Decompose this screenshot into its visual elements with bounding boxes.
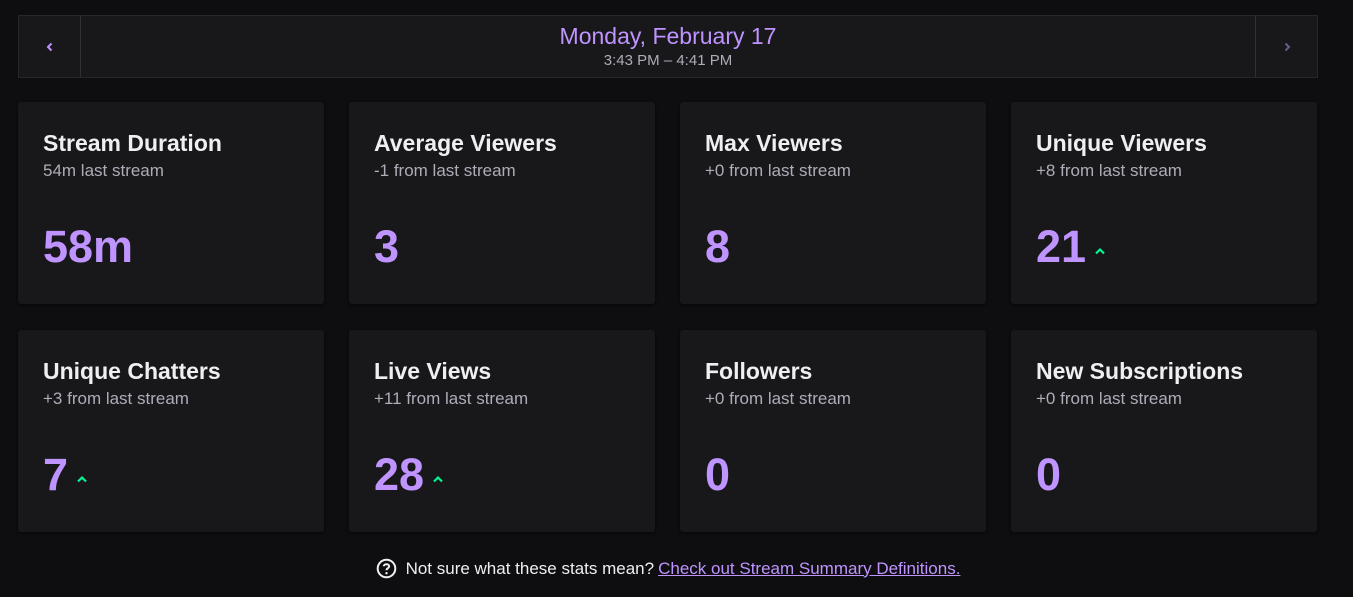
date-navigator: Monday, February 17 3:43 PM – 4:41 PM [18, 15, 1318, 78]
stat-card-unique-chatters: Unique Chatters +3 from last stream 7 [18, 330, 324, 532]
stat-value: 3 [374, 221, 400, 272]
stat-card-followers: Followers +0 from last stream 0 [680, 330, 986, 532]
next-stream-button[interactable] [1255, 16, 1317, 77]
stat-value: 8 [705, 221, 731, 272]
stat-value: 21 [1036, 221, 1087, 272]
stat-comparison: +0 from last stream [705, 389, 851, 408]
date-header: Monday, February 17 3:43 PM – 4:41 PM [81, 16, 1255, 77]
stat-card-unique-viewers: Unique Viewers +8 from last stream 21 [1011, 102, 1317, 304]
stat-comparison: +3 from last stream [43, 389, 189, 408]
stat-title: Stream Duration [43, 130, 222, 156]
stat-title: Unique Viewers [1036, 130, 1207, 156]
trend-up-icon [1095, 247, 1105, 255]
help-circle-icon [376, 558, 396, 579]
stat-title: Followers [705, 358, 813, 384]
trend-up-icon [433, 475, 443, 483]
definitions-link[interactable]: Check out Stream Summary Definitions. [658, 558, 961, 578]
stat-card-live-views: Live Views +11 from last stream 28 [349, 330, 655, 532]
stat-comparison: +0 from last stream [1036, 389, 1182, 408]
stat-value: 28 [374, 449, 425, 500]
stream-time-range: 3:43 PM – 4:41 PM [603, 52, 733, 69]
help-question-text: Not sure what these stats mean? [405, 558, 655, 578]
stat-comparison: 54m last stream [43, 161, 164, 180]
stat-title: Average Viewers [374, 130, 557, 156]
stat-title: Live Views [374, 358, 492, 384]
stat-value: 7 [43, 449, 69, 500]
stat-comparison: -1 from last stream [374, 161, 516, 180]
stat-card-max-viewers: Max Viewers +0 from last stream 8 [680, 102, 986, 304]
stat-title: Max Viewers [705, 130, 843, 156]
stat-value: 58m [43, 221, 134, 272]
stat-card-new-subscriptions: New Subscriptions +0 from last stream 0 [1011, 330, 1317, 532]
stat-comparison: +8 from last stream [1036, 161, 1182, 180]
stat-card-stream-duration: Stream Duration 54m last stream 58m [18, 102, 324, 304]
chevron-right-icon [1284, 42, 1290, 51]
stat-card-average-viewers: Average Viewers -1 from last stream 3 [349, 102, 655, 304]
stat-value: 0 [705, 449, 731, 500]
stat-comparison: +0 from last stream [705, 161, 851, 180]
stats-help-footer: Not sure what these stats mean? Check ou… [0, 558, 1336, 579]
stat-title: Unique Chatters [43, 358, 221, 384]
stream-date: Monday, February 17 [559, 23, 777, 49]
chevron-left-icon [46, 42, 52, 51]
trend-up-icon [77, 475, 87, 483]
previous-stream-button[interactable] [19, 16, 81, 77]
stat-value: 0 [1036, 449, 1062, 500]
stat-title: New Subscriptions [1036, 358, 1244, 384]
stat-comparison: +11 from last stream [374, 389, 529, 408]
